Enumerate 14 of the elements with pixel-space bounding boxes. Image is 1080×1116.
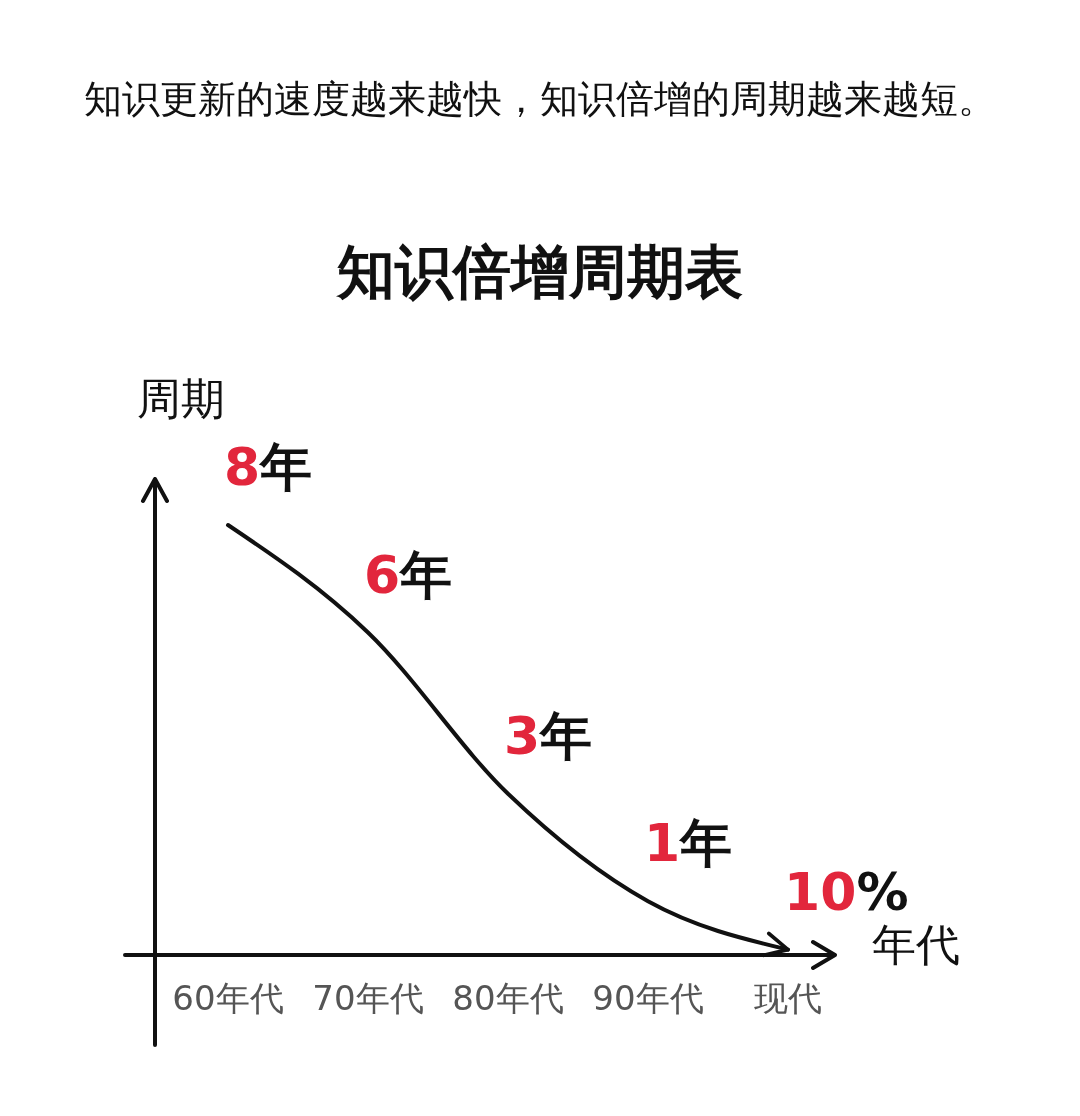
y-axis-title: 周期 (137, 373, 225, 424)
data-label: 10% (784, 861, 909, 922)
x-tick-label: 90年代 (592, 978, 704, 1018)
data-label: 8年 (224, 437, 313, 497)
data-label: 1年 (644, 813, 733, 874)
x-tick-label: 70年代 (312, 978, 424, 1018)
chart-subtitle: 知识更新的速度越来越快，知识倍增的周期越来越短。 (84, 77, 996, 121)
x-tick-label: 80年代 (452, 978, 564, 1018)
x-axis-title: 年代 (872, 919, 960, 970)
x-tick-label: 现代 (754, 978, 822, 1018)
x-tick-label: 60年代 (172, 978, 284, 1018)
data-label: 3年 (504, 705, 593, 766)
chart-title: 知识倍增周期表 (335, 238, 743, 306)
data-label: 6年 (364, 544, 453, 605)
